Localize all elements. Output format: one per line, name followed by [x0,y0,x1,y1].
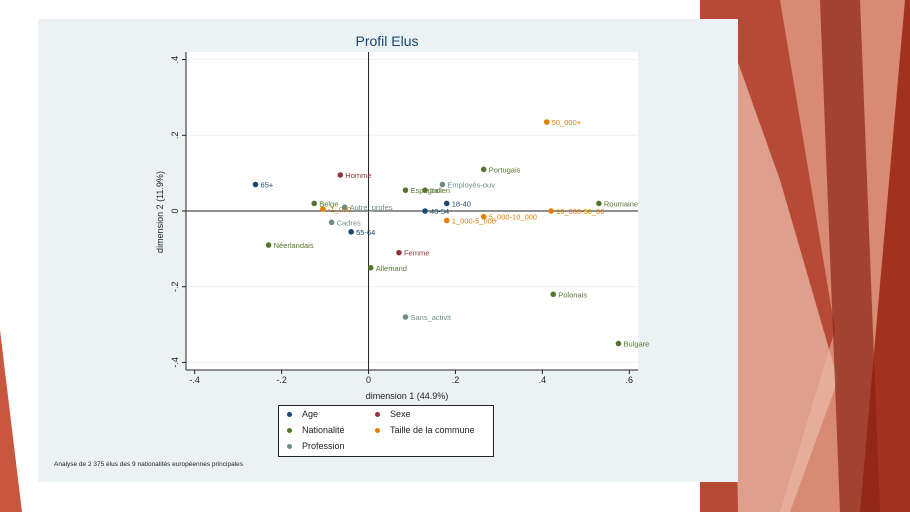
data-point-label: Belge [319,199,338,208]
x-axis-label: dimension 1 (44.9%) [366,391,449,401]
data-point-label: Homme [345,171,371,180]
footnote: Analyse de 2 375 élus des 9 nationalités… [54,461,243,468]
data-point [348,229,354,235]
y-tick-label: .2 [170,132,180,140]
data-point-label: Néerlandais [274,241,314,250]
y-tick-label: -.2 [170,281,180,292]
data-point-label: Femme [404,249,429,258]
data-point [265,242,272,248]
legend-marker [287,427,292,433]
legend-label: Nationalité [302,425,345,435]
x-tick-label: .6 [626,375,634,385]
x-tick-label: 0 [366,375,371,385]
data-point [543,119,550,125]
x-tick-label: -.2 [276,375,287,385]
data-point-label: 18-40 [452,199,471,208]
zero-axes [186,52,638,370]
data-point-label: Allemand [376,264,407,273]
data-point [550,291,557,298]
data-point [480,166,487,173]
data-point-label: Italien [430,186,450,195]
legend-marker [287,411,292,417]
data-point-label: Portugais [489,165,521,174]
y-tick-label: .4 [170,56,180,64]
data-point [422,187,428,193]
data-point [439,181,446,188]
data-point-label: -1_000 [328,205,351,214]
data-point-label: 10_000-50_00 [556,207,604,216]
data-point-label: 40-54 [430,207,449,216]
legend-item: Age [287,409,318,419]
data-point [320,206,326,212]
data-point-label: 50_000+ [552,118,582,127]
data-point [396,249,402,256]
legend: Age Sexe Nationalité Taille de la commune Pr… [278,405,494,457]
legend-item: Profession [287,441,345,451]
y-tick-label: 0 [170,208,180,213]
scatter-chart: Profil Elus -.4 -.2 0 .2 .4 .6 -.4 -.2 0 .2 .4 65+… [155,33,649,401]
data-point-label: 65+ [261,181,274,190]
data-point [367,264,374,271]
data-point-label: Cadres [337,218,361,227]
bg-shape-deep [820,0,880,512]
legend-marker [287,443,292,449]
y-tick-label: -.4 [170,357,180,368]
data-point-label: Bulgare [623,340,649,349]
data-points: 65+18-4040-5455-64HommeFemmePortugaisEsp… [252,118,649,349]
legend-marker [375,411,380,417]
data-point [548,208,554,214]
axes: -.4 -.2 0 .2 .4 .6 -.4 -.2 0 .2 .4 [170,52,638,385]
y-axis-label: dimension 2 (11.9%) [155,171,165,253]
data-point-label: Roumaine [604,199,638,208]
legend-label: Profession [302,441,345,451]
data-point [615,340,622,347]
data-point [337,172,344,178]
data-point [252,181,259,188]
data-point [328,219,335,226]
legend-label: Sexe [390,409,411,419]
x-tick-label: .2 [452,375,460,385]
data-point-label: Employés-ouv [447,181,495,190]
legend-label: Age [302,409,319,419]
chart-title: Profil Elus [355,33,418,49]
figure-panel: Profil Elus -.4 -.2 0 .2 .4 .6 -.4 -.2 0 .2 .4 65+… [38,19,738,482]
bg-shape-bottom-left [0,330,22,512]
legend-label: Taille de la commune [390,425,475,435]
data-point-label: 1_000-5_000 [452,216,496,225]
data-point-label: 5_000-10_000 [489,213,537,222]
data-point [480,213,487,220]
legend-item: Nationalité [287,425,345,435]
data-point-label: Sans_activit [410,313,451,322]
x-tick-label: -.4 [189,375,200,385]
data-point [596,200,602,207]
data-point-label: 55-64 [356,228,375,237]
legend-marker [375,427,380,433]
data-point [402,187,409,193]
data-point-label: Polonais [558,290,587,299]
data-point-label: Autre_profes [350,203,393,212]
data-point [311,200,318,207]
legend-item: Sexe [375,409,411,419]
bg-shape-pale [730,40,838,512]
data-point [341,204,348,211]
data-point [443,217,450,224]
legend-item: Taille de la commune [375,425,475,435]
data-point [422,208,428,214]
x-tick-label: .4 [539,375,547,385]
data-point [402,314,409,320]
data-point [443,200,450,207]
